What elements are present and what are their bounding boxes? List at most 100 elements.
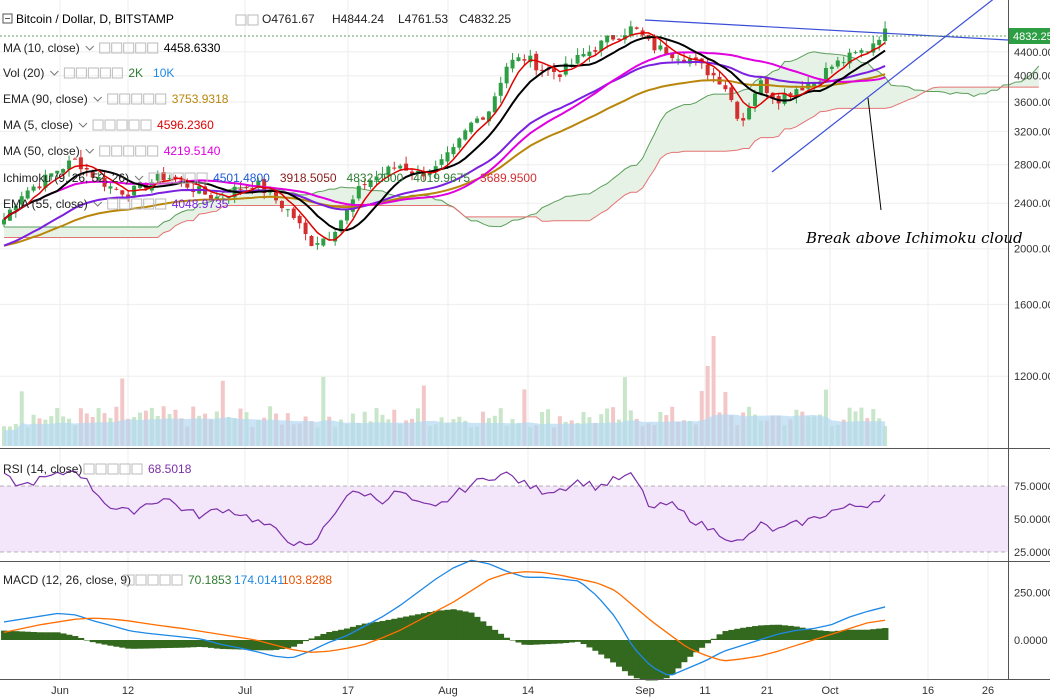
indicator-control-icon[interactable]	[172, 172, 184, 184]
candle-body[interactable]	[49, 173, 54, 177]
candle-body[interactable]	[256, 180, 261, 188]
indicator-control-icon[interactable]	[111, 145, 123, 157]
resistance-trendline[interactable]	[644, 19, 1009, 41]
candle-body[interactable]	[847, 52, 852, 64]
indicator-control-icon[interactable]	[140, 119, 152, 131]
macd-line[interactable]	[3, 559, 886, 676]
candle-body[interactable]	[557, 74, 562, 77]
candle-body[interactable]	[126, 194, 131, 198]
indicator-control-icon[interactable]	[135, 145, 147, 157]
candle-body[interactable]	[398, 165, 403, 169]
candle-body[interactable]	[883, 28, 888, 42]
indicator-control-icon[interactable]	[119, 93, 131, 105]
candle-body[interactable]	[108, 186, 113, 189]
candle-body[interactable]	[741, 118, 746, 121]
candle-body[interactable]	[208, 195, 213, 199]
candle-body[interactable]	[534, 53, 539, 71]
candle-body[interactable]	[90, 171, 95, 178]
candle-body[interactable]	[605, 35, 610, 43]
candle-body[interactable]	[492, 96, 497, 113]
candle-body[interactable]	[457, 138, 462, 148]
candle-body[interactable]	[445, 152, 450, 162]
candle-body[interactable]	[72, 158, 77, 160]
signal-line[interactable]	[3, 571, 886, 662]
candle-body[interactable]	[362, 184, 367, 186]
ma-50-line[interactable]	[3, 51, 886, 221]
candle-body[interactable]	[427, 173, 432, 175]
candle-body[interactable]	[853, 52, 858, 54]
indicator-control-icon[interactable]	[75, 67, 87, 79]
indicator-control-icon[interactable]	[87, 67, 99, 79]
candle-body[interactable]	[185, 182, 190, 188]
candle-body[interactable]	[693, 57, 698, 60]
candle-body[interactable]	[729, 87, 734, 101]
candle-body[interactable]	[682, 59, 687, 63]
candle-body[interactable]	[522, 59, 527, 61]
candle-body[interactable]	[67, 160, 72, 170]
candle-body[interactable]	[634, 27, 639, 29]
indicator-row[interactable]: Ichimoku (9, 26, 52, 26) 4501.4800 3918.50…	[3, 171, 537, 185]
candle-body[interactable]	[782, 92, 787, 104]
candle-body[interactable]	[250, 187, 255, 189]
ma-5-line[interactable]	[3, 32, 886, 241]
candle-body[interactable]	[676, 59, 681, 61]
candle-body[interactable]	[652, 36, 657, 51]
candle-body[interactable]	[344, 209, 349, 221]
indicator-control-icon[interactable]	[104, 119, 116, 131]
chevron-down-icon[interactable]	[85, 45, 95, 51]
indicator-row[interactable]: MA (10, close) 4458.6330	[3, 41, 221, 55]
indicator-control-icon[interactable]	[107, 93, 119, 105]
candle-body[interactable]	[658, 45, 663, 50]
candle-body[interactable]	[120, 190, 125, 195]
candle-body[interactable]	[486, 111, 491, 122]
candle-body[interactable]	[303, 222, 308, 234]
candle-body[interactable]	[498, 82, 503, 96]
indicator-row[interactable]: MA (5, close) 4596.2360	[3, 118, 214, 132]
candle-body[interactable]	[279, 200, 284, 209]
indicator-control-icon[interactable]	[128, 119, 140, 131]
candle-body[interactable]	[563, 63, 568, 75]
chevron-down-icon[interactable]	[93, 201, 103, 207]
indicator-row[interactable]: MA (50, close) 4219.5140	[3, 144, 221, 158]
indicator-control-icon[interactable]	[135, 42, 147, 54]
candle-body[interactable]	[865, 51, 870, 53]
candle-body[interactable]	[262, 179, 267, 194]
candle-body[interactable]	[812, 82, 817, 86]
candle-body[interactable]	[747, 107, 752, 120]
candle-body[interactable]	[628, 26, 633, 36]
rsi-line[interactable]	[3, 470, 886, 547]
indicator-control-icon[interactable]	[99, 145, 111, 157]
candle-body[interactable]	[25, 190, 30, 199]
candle-body[interactable]	[611, 35, 616, 40]
candle-body[interactable]	[374, 176, 379, 181]
candle-body[interactable]	[96, 176, 101, 180]
candle-body[interactable]	[794, 89, 799, 97]
indicator-control-icon[interactable]	[143, 93, 155, 105]
candle-body[interactable]	[735, 101, 740, 119]
candle-body[interactable]	[291, 208, 296, 219]
indicator-control-icon[interactable]	[147, 42, 159, 54]
indicator-row[interactable]: EMA (55, close) 4048.9735	[3, 197, 229, 211]
candle-body[interactable]	[321, 238, 326, 246]
candle-body[interactable]	[244, 186, 249, 188]
indicator-control-icon[interactable]	[99, 67, 111, 79]
chevron-down-icon[interactable]	[134, 175, 144, 181]
chevron-down-icon[interactable]	[93, 96, 103, 102]
candle-body[interactable]	[285, 209, 290, 211]
indicator-control-icon[interactable]	[119, 198, 131, 210]
candle-body[interactable]	[439, 159, 444, 165]
candle-body[interactable]	[599, 40, 604, 51]
candle-body[interactable]	[480, 117, 485, 120]
ema-55-line[interactable]	[3, 60, 886, 247]
indicator-control-icon[interactable]	[184, 172, 196, 184]
indicator-control-icon[interactable]	[123, 42, 135, 54]
candle-body[interactable]	[297, 215, 302, 224]
candle-body[interactable]	[415, 170, 420, 172]
indicator-control-icon[interactable]	[155, 93, 167, 105]
candle-body[interactable]	[84, 167, 89, 170]
candle-body[interactable]	[800, 87, 805, 91]
candle-body[interactable]	[309, 236, 314, 247]
candle-body[interactable]	[469, 122, 474, 133]
candle-body[interactable]	[167, 178, 172, 180]
